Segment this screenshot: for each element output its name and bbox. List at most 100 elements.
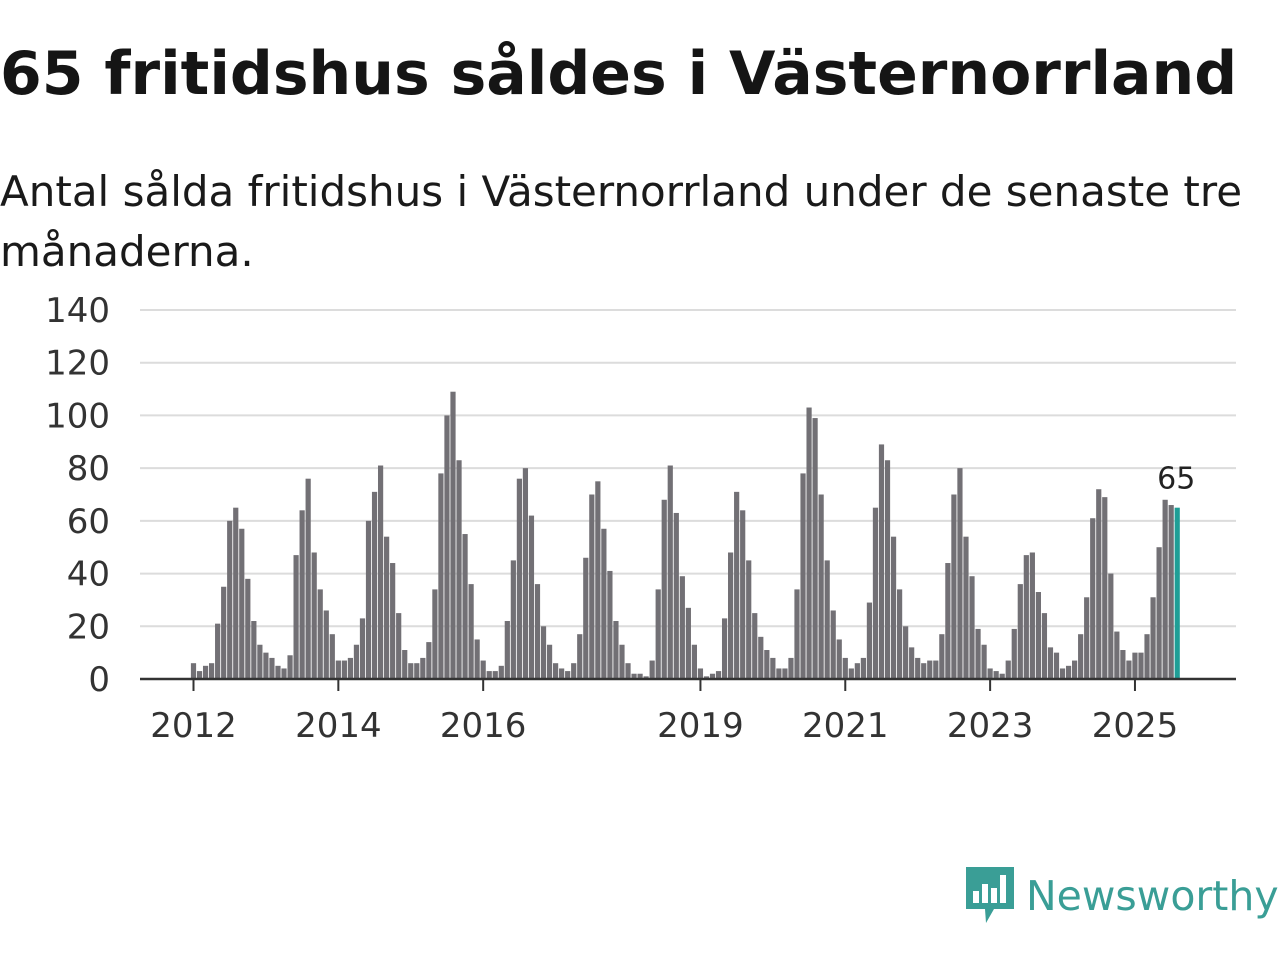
bar: [577, 634, 583, 679]
bar: [1138, 652, 1144, 679]
chart-subtitle: Antal sålda fritidshus i Västernorrland …: [0, 167, 1243, 276]
bar: [305, 478, 311, 679]
bar: [697, 668, 704, 679]
bar: [371, 491, 378, 679]
bar: [800, 473, 806, 679]
bar: [1005, 660, 1011, 679]
bar: [1132, 652, 1138, 679]
bar: [209, 663, 215, 679]
bar: [390, 563, 396, 679]
bar: [456, 460, 462, 679]
bar: [933, 660, 939, 679]
bar: [1120, 650, 1126, 679]
bar: [365, 520, 372, 679]
bar: [734, 491, 740, 679]
bar: [1090, 518, 1096, 679]
bar: [824, 560, 830, 679]
bar: [625, 663, 631, 679]
bar: [323, 610, 329, 679]
bar: [516, 478, 522, 679]
bar: [595, 481, 601, 679]
bar: [281, 668, 287, 679]
bar: [872, 507, 879, 679]
y-tick-label: 100: [45, 396, 110, 436]
bar-latest: [1174, 507, 1180, 679]
bar: [275, 665, 281, 679]
bar: [583, 557, 589, 679]
bar: [245, 578, 251, 679]
bar: [553, 663, 559, 679]
brand-name: Newsworthy: [1026, 872, 1279, 920]
bar: [486, 671, 492, 679]
bar: [987, 668, 993, 679]
bar: [1023, 555, 1029, 679]
bar: [396, 613, 402, 679]
bar: [927, 660, 933, 679]
bar: [993, 671, 999, 679]
bar: [975, 628, 981, 679]
bar: [1035, 592, 1041, 679]
bar: [589, 494, 595, 679]
bar: [450, 391, 456, 679]
bar: [945, 563, 951, 679]
bar: [812, 418, 818, 679]
bar: [1011, 628, 1017, 679]
bar: [884, 460, 891, 679]
bar: [1096, 489, 1102, 679]
bar: [854, 663, 860, 679]
bar: [492, 671, 498, 679]
bar: [462, 534, 468, 679]
x-tick-label: 2021: [802, 706, 889, 746]
bar: [426, 642, 432, 679]
bar: [468, 584, 474, 679]
bar: [836, 639, 842, 679]
x-axis: 2012 2014 2016 2019 2021 2023 2025: [140, 677, 1236, 746]
bar: [329, 634, 335, 679]
bar: [504, 621, 510, 679]
x-tick-label: 2014: [295, 706, 382, 746]
bar: [758, 636, 764, 679]
bar: [890, 536, 897, 679]
y-tick-label: 140: [45, 291, 110, 331]
bar: [963, 536, 969, 679]
bar: [631, 673, 637, 679]
bar: [353, 644, 360, 679]
bar: [866, 602, 873, 679]
bar: [498, 665, 504, 679]
bar: [860, 657, 866, 679]
bar: [643, 676, 649, 679]
bar: [740, 510, 746, 679]
bar: [444, 415, 450, 679]
bar: [287, 655, 293, 679]
bar: [830, 610, 836, 679]
bar: [233, 507, 239, 679]
y-tick-label: 40: [67, 555, 110, 595]
bar: [764, 650, 770, 679]
bar: [1029, 552, 1035, 679]
bar: [1041, 613, 1048, 679]
bar: [782, 668, 788, 679]
chart-title: 65 fritidshus såldes i Västernorrland: [0, 39, 1238, 109]
bar: [510, 560, 516, 679]
bar: [540, 626, 547, 679]
x-tick-label: 2019: [657, 706, 744, 746]
bar: [770, 657, 776, 679]
bar: [565, 671, 571, 679]
bar: [709, 673, 716, 679]
y-tick-label: 0: [88, 660, 110, 700]
gridlines: [140, 309, 1236, 628]
newsworthy-brand[interactable]: Newsworthy: [964, 864, 1279, 928]
bar: [969, 576, 975, 679]
bars: [190, 391, 1180, 679]
bar: [341, 660, 347, 679]
bar: [571, 663, 577, 679]
bar: [1102, 497, 1108, 679]
y-axis-tick-labels: 0 20 40 60 80 100 120 140: [45, 291, 110, 700]
bar: [776, 668, 782, 679]
bar: [299, 510, 305, 679]
bar: [921, 663, 927, 679]
bar: [347, 657, 354, 679]
bar: [649, 660, 655, 679]
bar: [215, 623, 221, 679]
